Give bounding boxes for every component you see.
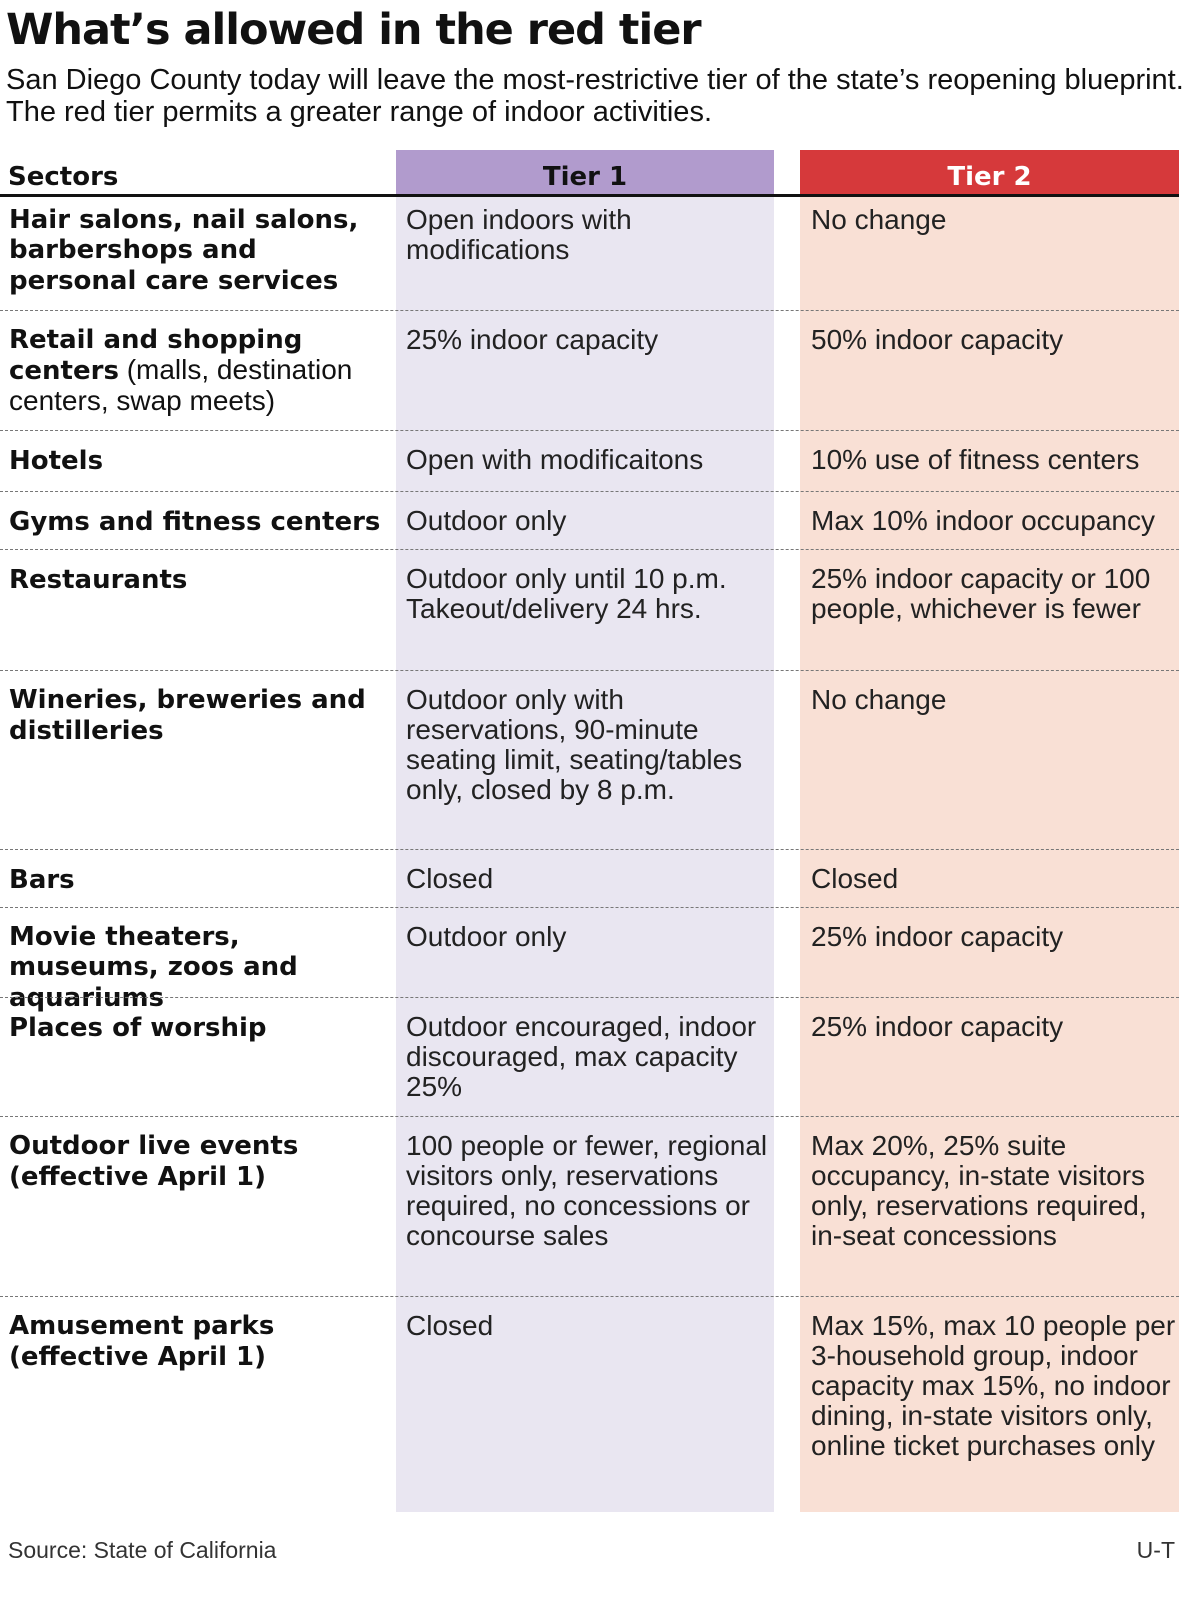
sector-cell: Hair salons, nail salons, barbershops an… <box>9 205 359 296</box>
table-row: Hotels Open with modificaitons 10% use o… <box>0 430 1179 492</box>
sector-cell: Bars <box>9 865 75 895</box>
sector-cell: Amusement parks (effective April 1) <box>9 1311 275 1372</box>
tier2-cell: Closed <box>811 863 899 894</box>
table-row: Bars Closed Closed <box>0 849 1179 908</box>
tier1-cell: Outdoor only <box>406 921 567 952</box>
tier2-cell: No change <box>811 204 947 235</box>
table-row: Wineries, breweries and distilleries Out… <box>0 670 1179 850</box>
sector-cell: Restaurants <box>9 565 188 595</box>
tier2-cell: Max 10% indoor occupancy <box>811 505 1155 536</box>
tier1-cell: Outdoor only <box>406 505 567 536</box>
source-note: Source: State of California <box>8 1537 277 1563</box>
tier1-column-header: Tier 1 <box>396 150 774 194</box>
table-row: Amusement parks (effective April 1) Clos… <box>0 1296 1179 1513</box>
table-row: Gyms and fitness centers Outdoor only Ma… <box>0 491 1179 550</box>
tier1-cell: Outdoor only until 10 p.m. Takeout/deliv… <box>406 563 727 624</box>
sector-cell: Movie theaters, museums, zoos and aquari… <box>9 922 298 1013</box>
table-row: Places of worship Outdoor encouraged, in… <box>0 997 1179 1117</box>
tier2-cell: 25% indoor capacity <box>811 1011 1064 1042</box>
tier1-cell: Outdoor only with reservations, 90-minut… <box>406 684 743 805</box>
tier1-cell: Open indoors with modifications <box>406 204 632 265</box>
page-title: What’s allowed in the red tier <box>6 5 702 55</box>
tier2-cell: 10% use of fitness centers <box>811 444 1140 475</box>
subtitle: San Diego County today will leave the mo… <box>6 64 1184 128</box>
tier2-cell: 25% indoor capacity <box>811 921 1064 952</box>
sectors-column-header: Sectors <box>8 162 119 192</box>
sector-cell: Hotels <box>9 446 104 476</box>
table-row: Restaurants Outdoor only until 10 p.m. T… <box>0 549 1179 671</box>
tier2-cell: 25% indoor capacity or 100 people, which… <box>811 563 1151 624</box>
credit-label: U-T <box>1136 1537 1175 1563</box>
tier1-column-background <box>396 150 774 1512</box>
table-row: Movie theaters, museums, zoos and aquari… <box>0 907 1179 1013</box>
header-rule <box>0 194 1179 197</box>
table-row: Outdoor live events (effective April 1) … <box>0 1116 1179 1297</box>
sector-cell: Places of worship <box>9 1013 267 1043</box>
tier1-cell: 25% indoor capacity <box>406 324 659 355</box>
sector-cell: Retail and shopping centers (malls, dest… <box>9 325 353 416</box>
tier1-cell: Closed <box>406 863 494 894</box>
sector-cell: Wineries, breweries and distilleries <box>9 685 366 746</box>
sector-cell: Gyms and fitness centers <box>9 507 381 537</box>
tier2-cell: 50% indoor capacity <box>811 324 1064 355</box>
tier2-cell: Max 20%, 25% suite occupancy, in-state v… <box>811 1130 1147 1251</box>
tier2-column-background <box>800 150 1179 1512</box>
table-row: Retail and shopping centers (malls, dest… <box>0 310 1179 431</box>
table-row: Hair salons, nail salons, barbershops an… <box>0 197 1179 310</box>
sector-cell: Outdoor live events (effective April 1) <box>9 1131 299 1192</box>
tier1-cell: Closed <box>406 1310 494 1341</box>
tier1-cell: Open with modificaitons <box>406 444 704 475</box>
tier2-column-header: Tier 2 <box>800 150 1179 194</box>
tier2-cell: Max 15%, max 10 people per 3-household g… <box>811 1310 1176 1461</box>
tier1-cell: 100 people or fewer, regional visitors o… <box>406 1130 768 1251</box>
tier2-cell: No change <box>811 684 947 715</box>
tier1-cell: Outdoor encouraged, indoor discouraged, … <box>406 1011 757 1102</box>
